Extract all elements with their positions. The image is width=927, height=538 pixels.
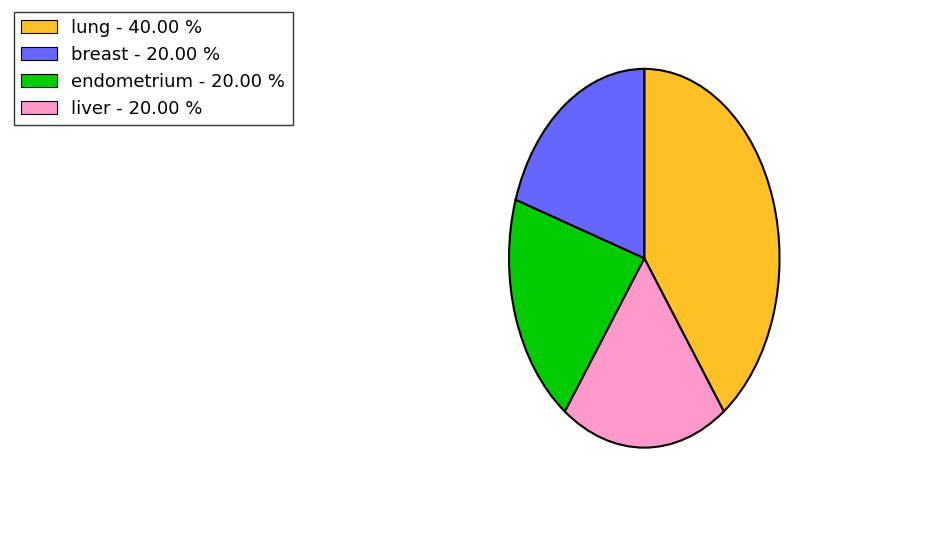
Wedge shape <box>515 69 644 258</box>
Wedge shape <box>644 69 780 412</box>
Wedge shape <box>509 200 644 412</box>
Wedge shape <box>565 258 724 448</box>
Legend: lung - 40.00 %, breast - 20.00 %, endometrium - 20.00 %, liver - 20.00 %: lung - 40.00 %, breast - 20.00 %, endome… <box>14 12 293 125</box>
